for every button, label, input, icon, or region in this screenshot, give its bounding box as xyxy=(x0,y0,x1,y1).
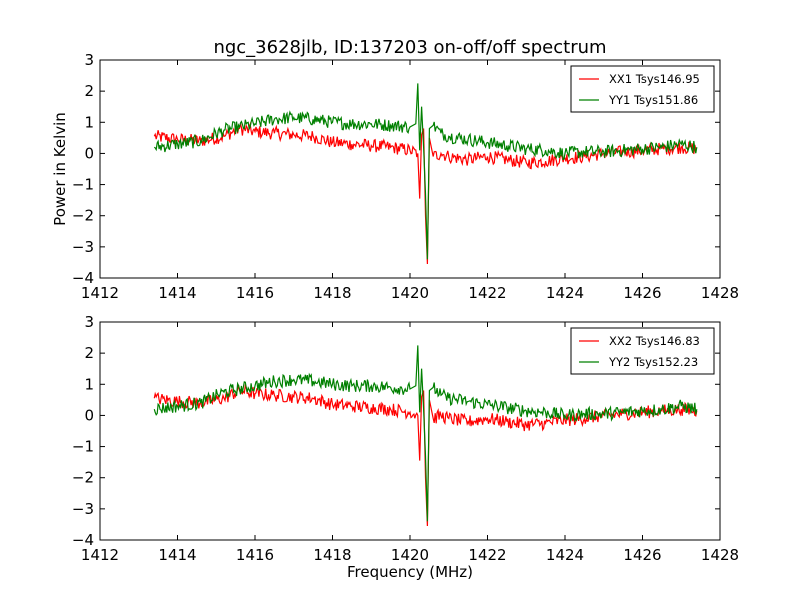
x-tick-label: 1414 xyxy=(158,284,196,302)
plot-panels: 1412 1414 1416 1418 1420 1422 1424 1426 1428 −4 −3… xyxy=(51,51,739,581)
y-tick-label: −4 xyxy=(72,531,94,549)
legend-entry: XX2 Tsys146.83 xyxy=(609,334,700,348)
y-tick-label: 3 xyxy=(84,313,94,331)
x-tick-label: 1422 xyxy=(468,546,506,564)
y-tick-label: 2 xyxy=(84,82,94,100)
y-tick-label: −2 xyxy=(72,207,94,225)
y-tick-label: −3 xyxy=(72,238,94,256)
panel-2: 1412 1414 1416 1418 1420 1422 1424 1426 1428 −4 −3… xyxy=(72,313,739,581)
x-tick-label: 1416 xyxy=(236,546,274,564)
y-tick-label: −1 xyxy=(72,176,94,194)
legend-box xyxy=(570,65,715,113)
x-tick-label: 1412 xyxy=(81,546,119,564)
x-tick-label: 1420 xyxy=(391,284,429,302)
y-tick-label: 0 xyxy=(84,144,94,162)
x-tick-label: 1426 xyxy=(623,284,661,302)
legend-entry: YY1 Tsys151.86 xyxy=(608,93,698,107)
y-tick-label: 1 xyxy=(84,375,94,393)
legend-box xyxy=(570,327,715,375)
series-line-2 xyxy=(153,345,698,522)
x-tick-label: 1414 xyxy=(158,546,196,564)
x-axis-label: Frequency (MHz) xyxy=(347,563,473,581)
chart-title: ngc_3628jlb, ID:137203 on-off/off spectr… xyxy=(213,37,606,58)
y-tick-label: 2 xyxy=(84,344,94,362)
y-tick-label: 3 xyxy=(84,51,94,69)
y-tick-label: −2 xyxy=(72,469,94,487)
y-tick-label: −1 xyxy=(72,438,94,456)
panel-1: 1412 1414 1416 1418 1420 1422 1424 1426 1428 −4 −3… xyxy=(51,51,739,302)
legend: XX2 Tsys146.83 YY2 Tsys152.23 xyxy=(570,327,715,375)
legend: XX1 Tsys146.95 YY1 Tsys151.86 xyxy=(570,65,715,113)
x-tick-label: 1422 xyxy=(468,284,506,302)
x-tick-label: 1424 xyxy=(546,284,584,302)
x-tick-label: 1416 xyxy=(236,284,274,302)
x-tick-label: 1428 xyxy=(701,546,739,564)
x-tick-label: 1418 xyxy=(313,546,351,564)
x-tick-label: 1428 xyxy=(701,284,739,302)
x-tick-label: 1426 xyxy=(623,546,661,564)
x-tick-label: 1420 xyxy=(391,546,429,564)
legend-entry: XX1 Tsys146.95 xyxy=(609,72,700,86)
x-tick-label: 1412 xyxy=(81,284,119,302)
y-tick-label: 1 xyxy=(84,113,94,131)
legend-entry: YY2 Tsys152.23 xyxy=(608,355,698,369)
y-tick-label: −4 xyxy=(72,269,94,287)
y-tick-label: −3 xyxy=(72,500,94,518)
x-tick-label: 1424 xyxy=(546,546,584,564)
y-axis-label: Power in Kelvin xyxy=(51,112,69,226)
x-tick-label: 1418 xyxy=(313,284,351,302)
series-line-2 xyxy=(153,83,698,260)
y-tick-label: 0 xyxy=(84,406,94,424)
